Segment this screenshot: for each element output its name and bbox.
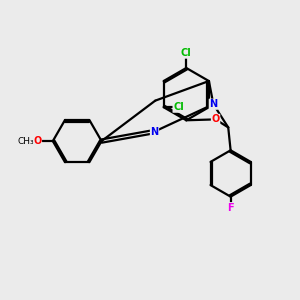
Text: O: O [212,114,220,124]
Text: CH₃: CH₃ [17,136,34,146]
Text: Cl: Cl [173,102,184,112]
Text: N: N [209,99,217,109]
Text: N: N [150,127,159,136]
Text: F: F [227,203,234,213]
Text: Cl: Cl [181,48,192,58]
Text: O: O [33,136,41,146]
